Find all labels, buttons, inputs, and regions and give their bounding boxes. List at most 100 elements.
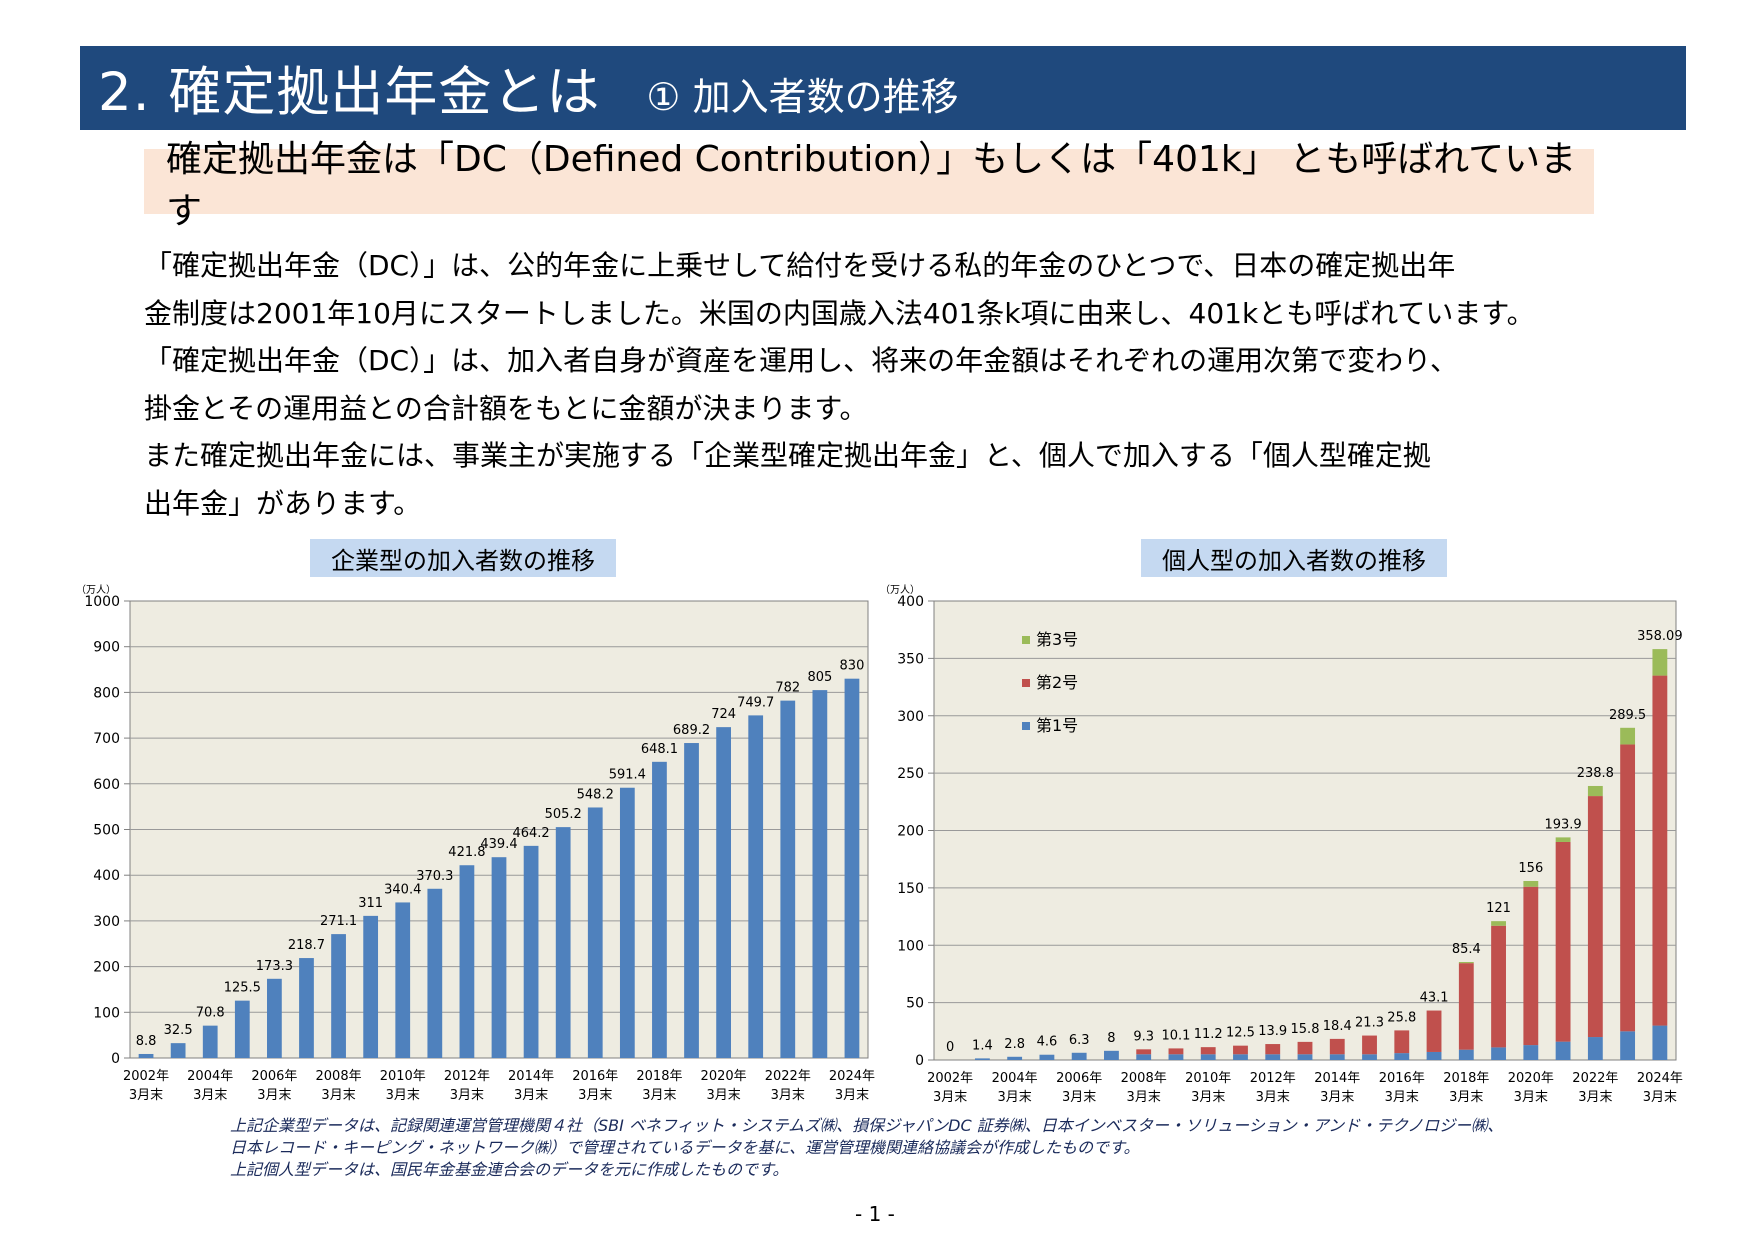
x-tick-label: 2010年 (380, 1069, 426, 1084)
data-label: 1.4 (972, 1038, 993, 1053)
body-line: また確定拠出年金には、事業主が実施する「企業型確定拠出年金」と、個人で加入する「… (144, 439, 1431, 472)
data-label: 464.2 (512, 826, 549, 841)
bar-segment (1620, 1031, 1636, 1060)
x-tick-label: 2002年 (123, 1069, 169, 1084)
bar (331, 934, 346, 1058)
x-tick-label: 3月末 (771, 1088, 805, 1103)
x-tick-label: 3月末 (1514, 1090, 1548, 1105)
bar (234, 1000, 250, 1058)
data-label: 11.2 (1194, 1027, 1223, 1042)
x-tick-label: 2008年 (1121, 1071, 1167, 1086)
data-label: 340.4 (384, 882, 421, 897)
corporate-members-chart: 0 100 200 300 400 500 600 700 800 900 1000（万人） 8.8 3… (76, 584, 875, 1103)
data-label: 12.5 (1226, 1026, 1255, 1041)
data-label: 9.3 (1133, 1029, 1154, 1044)
note-line: 上記企業型データは、記録関連運営管理機関４社（SBI ベネフィット・システムズ㈱… (230, 1116, 1504, 1135)
bar-segment (1555, 841, 1571, 1042)
bar-segment (1265, 1044, 1281, 1055)
legend-swatch (1022, 636, 1030, 644)
body-line: 「確定拠出年金（DC）」は、公的年金に上乗せして給付を受ける私的年金のひとつで、… (144, 249, 1456, 282)
header-banner: 2. 確定拠出年金とは ① 加入者数の推移 (80, 46, 1686, 130)
x-tick-label: 3月末 (578, 1088, 612, 1103)
bar-segment (1587, 796, 1603, 1038)
bar-segment (1491, 1047, 1506, 1060)
data-label: 505.2 (545, 807, 582, 822)
y-tick-label: 300 (93, 914, 120, 930)
data-label: 173.3 (256, 959, 293, 974)
bar (780, 700, 796, 1058)
bar-segment (1362, 1054, 1377, 1060)
data-label: 289.5 (1609, 708, 1646, 723)
y-tick-label: 600 (93, 777, 120, 793)
bar-segment (1039, 1054, 1055, 1060)
bar-segment (1136, 1049, 1152, 1055)
data-label: 218.7 (288, 938, 325, 953)
bar-segment (1168, 1048, 1184, 1055)
data-label: 271.1 (320, 914, 357, 929)
bar-segment (1458, 963, 1474, 1050)
x-tick-label: 3月末 (1643, 1090, 1677, 1105)
bar (555, 827, 571, 1058)
bar (523, 845, 539, 1058)
source-note: 上記企業型データは、記録関連運営管理機関４社（SBI ベネフィット・システムズ㈱… (230, 1115, 1503, 1181)
body-paragraph: 「確定拠出年金（DC）」は、公的年金に上乗せして給付を受ける私的年金のひとつで、… (144, 242, 1644, 527)
bar (363, 915, 379, 1058)
x-tick-label: 3月末 (1256, 1090, 1290, 1105)
x-tick-label: 2004年 (992, 1071, 1038, 1086)
x-tick-label: 3月末 (129, 1088, 163, 1103)
bar-segment (1297, 1054, 1313, 1060)
x-tick-label: 2024年 (1637, 1071, 1683, 1086)
x-tick-label: 3月末 (1449, 1090, 1483, 1105)
bar-segment (1587, 1037, 1603, 1060)
data-label: 43.1 (1420, 991, 1449, 1006)
x-tick-label: 2014年 (508, 1069, 554, 1084)
data-label: 121 (1486, 901, 1511, 916)
bar (716, 727, 731, 1058)
bar-segment (1458, 1049, 1474, 1060)
bar (684, 743, 699, 1058)
x-tick-label: 2016年 (572, 1069, 618, 1084)
bar-segment (1587, 785, 1603, 797)
y-tick-label: 50 (906, 996, 924, 1012)
x-tick-label: 3月末 (514, 1088, 548, 1103)
x-tick-label: 3月末 (321, 1088, 355, 1103)
data-label: 689.2 (673, 723, 710, 738)
bar-segment (1329, 1038, 1345, 1055)
y-tick-label: 250 (897, 766, 924, 782)
data-label: 6.3 (1069, 1033, 1090, 1048)
bar (395, 902, 411, 1058)
x-tick-label: 2012年 (1250, 1071, 1296, 1086)
x-tick-label: 3月末 (1385, 1090, 1419, 1105)
bar-segment (1458, 962, 1474, 964)
data-label: 8.8 (136, 1034, 157, 1049)
corporate-chart-title: 企業型の加入者数の推移 (310, 539, 616, 577)
data-label: 8 (1107, 1031, 1115, 1046)
legend-label: 第1号 (1036, 716, 1078, 735)
y-tick-label: 100 (897, 938, 924, 954)
bar (170, 1043, 186, 1058)
legend-swatch (1022, 679, 1030, 687)
highlight-text: 確定拠出年金は「DC（Defined Contribution）」もしくは「40… (166, 138, 1577, 232)
page-title: 2. 確定拠出年金とは (98, 62, 601, 123)
y-tick-label: 400 (897, 594, 924, 610)
data-label: 2.8 (1004, 1037, 1025, 1052)
x-tick-label: 2024年 (829, 1069, 875, 1084)
bar-segment (1652, 649, 1668, 676)
data-label: 18.4 (1323, 1019, 1352, 1034)
y-tick-label: 150 (897, 881, 924, 897)
bar-segment (1104, 1050, 1119, 1060)
bar (267, 978, 282, 1058)
bar (427, 888, 443, 1058)
x-tick-label: 3月末 (835, 1088, 869, 1103)
legend-label: 第3号 (1036, 630, 1078, 649)
data-label: 830 (840, 659, 865, 674)
data-label: 370.3 (416, 869, 453, 884)
data-label: 805 (807, 670, 832, 685)
x-tick-label: 2010年 (1185, 1071, 1231, 1086)
x-tick-label: 3月末 (1320, 1090, 1354, 1105)
y-tick-label: 0 (111, 1051, 120, 1067)
x-tick-label: 2022年 (765, 1069, 811, 1084)
x-tick-label: 3月末 (933, 1090, 967, 1105)
x-tick-label: 3月末 (642, 1088, 676, 1103)
legend-swatch (1022, 722, 1030, 730)
